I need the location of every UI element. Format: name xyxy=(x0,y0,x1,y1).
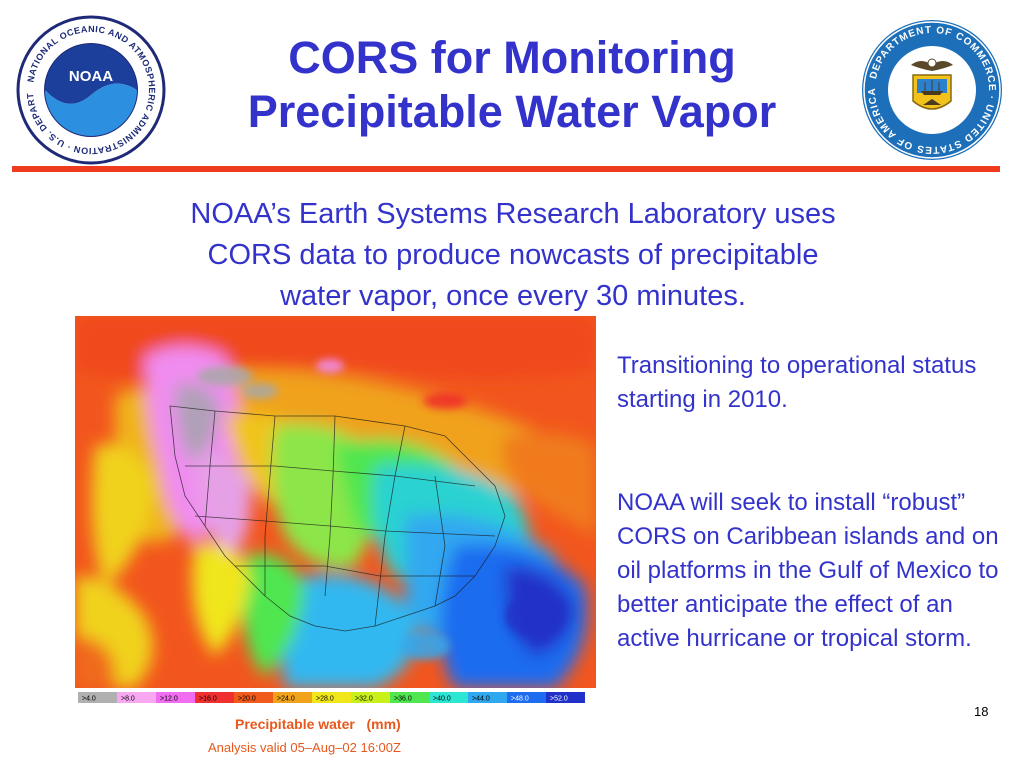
legend-label: >36.0 xyxy=(394,696,412,703)
legend-label: >20.0 xyxy=(238,696,256,703)
legend-label: >16.0 xyxy=(199,696,217,703)
legend-label: >8.0 xyxy=(121,696,135,703)
noaa-logo: NATIONAL OCEANIC AND ATMOSPHERIC ADMINIS… xyxy=(16,15,166,165)
legend-label: >4.0 xyxy=(82,696,96,703)
subtitle-line-1: NOAA’s Earth Systems Research Laboratory… xyxy=(190,198,836,230)
title-line-1: CORS for Monitoring xyxy=(288,32,736,83)
note-operational-status: Transitioning to operational status star… xyxy=(617,352,977,413)
legend-label: >28.0 xyxy=(316,696,334,703)
legend-swatch xyxy=(195,692,234,703)
legend-label: >48.0 xyxy=(511,696,529,703)
legend-label: >32.0 xyxy=(355,696,373,703)
legend-swatch xyxy=(273,692,312,703)
legend-swatch xyxy=(78,692,117,703)
legend-swatch xyxy=(117,692,156,703)
slide-subtitle: NOAA’s Earth Systems Research Laboratory… xyxy=(90,194,936,317)
noaa-logo-text: NOAA xyxy=(69,68,113,85)
page-number: 18 xyxy=(974,704,989,719)
legend-label: >12.0 xyxy=(160,696,178,703)
legend-label: >44.0 xyxy=(472,696,490,703)
legend-swatch xyxy=(312,692,351,703)
legend-swatch xyxy=(351,692,390,703)
map-legend: >4.0 >8.0 >12.0 >16.0 >20.0 >24.0 >28.0 >32.0 >3… xyxy=(78,692,585,703)
legend-label: >52.0 xyxy=(550,696,568,703)
legend-swatch xyxy=(546,692,585,703)
precipitable-water-map: >4.0 >8.0 >12.0 >16.0 >20.0 >24.0 >28.0 >32.0 >3… xyxy=(75,316,596,761)
map-image xyxy=(75,316,596,688)
header-divider xyxy=(12,166,1000,172)
subtitle-line-2: CORS data to produce nowcasts of precipi… xyxy=(207,239,819,271)
department-of-commerce-seal: DEPARTMENT OF COMMERCE · UNITED STATES O… xyxy=(862,20,1002,160)
note-robust-cors: NOAA will seek to install “robust” CORS … xyxy=(617,489,999,652)
slide-title: CORS for Monitoring Precipitable Water V… xyxy=(170,31,854,139)
legend-swatch xyxy=(390,692,429,703)
legend-swatch xyxy=(507,692,546,703)
title-line-2: Precipitable Water Vapor xyxy=(247,86,777,137)
legend-swatch xyxy=(429,692,468,703)
legend-swatch xyxy=(468,692,507,703)
legend-swatch xyxy=(156,692,195,703)
map-caption: Precipitable water (mm) xyxy=(235,716,401,732)
subtitle-line-3: water vapor, once every 30 minutes. xyxy=(280,280,746,312)
state-boundaries xyxy=(169,405,506,632)
map-analysis-time: Analysis valid 05–Aug–02 16:00Z xyxy=(208,740,401,755)
legend-label: >24.0 xyxy=(277,696,295,703)
legend-swatch xyxy=(234,692,273,703)
legend-label: >40.0 xyxy=(433,696,451,703)
